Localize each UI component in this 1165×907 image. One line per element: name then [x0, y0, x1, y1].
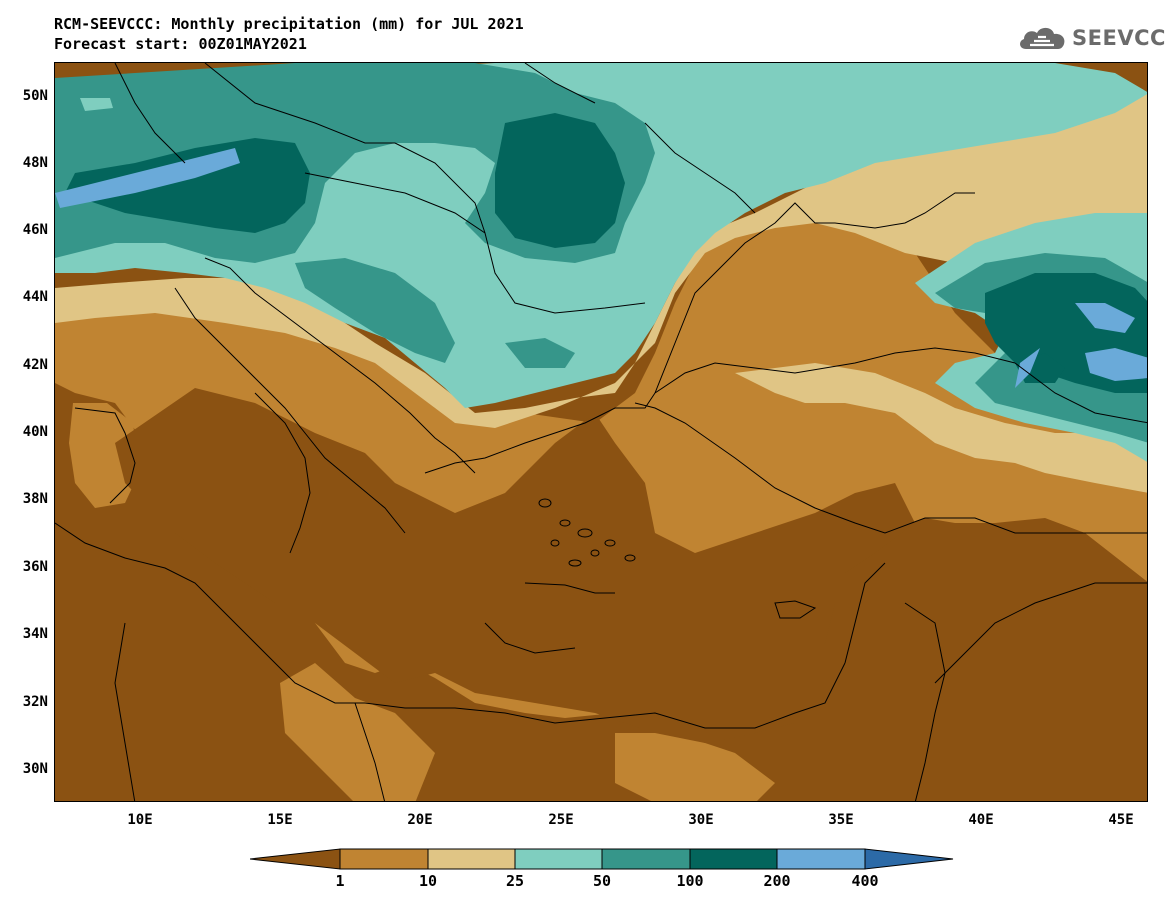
aegean-islands [524, 498, 817, 619]
lon-label-35e: 35E [828, 812, 854, 828]
seevccc-logo: SEEVCCC [1016, 20, 1165, 56]
precip-class-10-25-sardinia [69, 403, 139, 508]
colorbar-segment-25-50 [514, 848, 603, 870]
lon-label-10e: 10E [127, 812, 153, 828]
colorbar-label-100: 100 [676, 872, 704, 890]
colorbar-label-50: 50 [592, 872, 612, 890]
colorbar-segment-below-1 [250, 848, 341, 870]
precip-class-400-plus-caucasus [1075, 303, 1135, 333]
title-line-1: RCM-SEEVCCC: Monthly precipitation (mm) … [54, 15, 524, 33]
colorbar-segment-10-25 [427, 848, 516, 870]
colorbar-segment-1-10 [339, 848, 429, 870]
precip-class-400-plus-alps [55, 148, 240, 208]
lon-label-15e: 15E [267, 812, 293, 828]
colorbar-label-25: 25 [505, 872, 525, 890]
precip-class-200-400-alps [65, 138, 310, 233]
lat-label-36n: 36N [22, 559, 48, 575]
colorbar-segment-100-200 [689, 848, 778, 870]
lon-label-30e: 30E [688, 812, 714, 828]
colorbar-label-200: 200 [763, 872, 791, 890]
precip-class-100-200-balkan [295, 258, 455, 363]
precip-class-400-plus-georgia [1085, 348, 1147, 381]
lat-label-46n: 46N [22, 222, 48, 238]
precip-class-200-400-carpathians [495, 113, 625, 248]
lon-label-40e: 40E [968, 812, 994, 828]
map-canvas [55, 63, 1147, 801]
logo-text: SEEVCCC [1072, 26, 1165, 50]
precip-class-10-25-libya [280, 663, 435, 801]
coastlines [55, 63, 1147, 801]
precip-class-10-25-egypt [615, 733, 775, 801]
title-line-2: Forecast start: 00Z01MAY2021 [54, 35, 307, 53]
lat-label-40n: 40N [22, 424, 48, 440]
lat-label-32n: 32N [22, 694, 48, 710]
colorbar-label-1: 1 [335, 872, 345, 890]
colorbar-segment-50-100 [601, 848, 691, 870]
lat-label-42n: 42N [22, 357, 48, 373]
cloud-logo-icon [1020, 27, 1065, 49]
precipitation-map [54, 62, 1148, 802]
precip-class-25-50 [55, 93, 1147, 428]
lat-label-30n: 30N [22, 761, 48, 777]
chart-title: RCM-SEEVCCC: Monthly precipitation (mm) … [54, 14, 524, 54]
lat-label-38n: 38N [22, 491, 48, 507]
colorbar [250, 848, 954, 870]
precip-class-50-100-alps-spot [80, 98, 113, 111]
lat-label-34n: 34N [22, 626, 48, 642]
lat-label-48n: 48N [22, 155, 48, 171]
lon-label-20e: 20E [407, 812, 433, 828]
lat-label-50n: 50N [22, 88, 48, 104]
colorbar-label-10: 10 [418, 872, 438, 890]
precip-class-400-plus-armenia [1015, 348, 1040, 388]
lat-label-44n: 44N [22, 289, 48, 305]
colorbar-label-400: 400 [851, 872, 879, 890]
lon-label-45e: 45E [1108, 812, 1134, 828]
precip-class-100-200-serbia [505, 338, 575, 368]
colorbar-segment-200-400 [776, 848, 866, 870]
precip-class-1-10-sea [115, 388, 915, 743]
lon-label-25e: 25E [548, 812, 574, 828]
colorbar-segment-above-400 [864, 848, 954, 870]
precip-class-25-50-turkey [735, 363, 1147, 493]
